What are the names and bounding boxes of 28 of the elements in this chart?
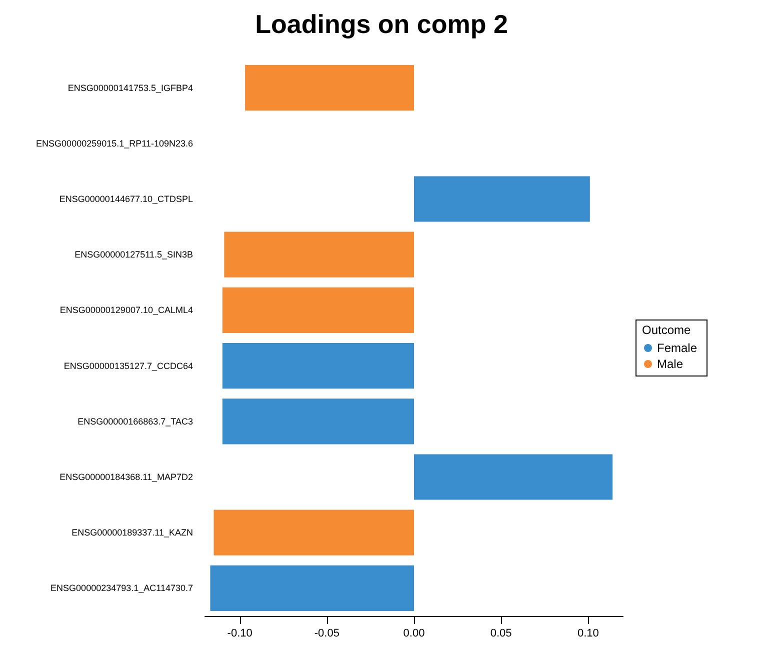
x-tick-label: -0.10 bbox=[227, 628, 252, 640]
bar bbox=[214, 510, 414, 556]
y-tick-label: ENSG00000141753.5_IGFBP4 bbox=[68, 82, 193, 93]
bar bbox=[414, 454, 613, 500]
y-tick-label: ENSG00000259015.1_RP11-109N23.6 bbox=[36, 138, 193, 148]
y-tick-label: ENSG00000144677.10_CTDSPL bbox=[59, 194, 193, 204]
y-tick-label: ENSG00000129007.10_CALML4 bbox=[60, 305, 193, 316]
legend-label: Female bbox=[657, 341, 698, 355]
legend-title: Outcome bbox=[642, 323, 692, 337]
y-tick-label: ENSG00000184368.11_MAP7D2 bbox=[60, 472, 193, 482]
legend-label: Male bbox=[657, 357, 684, 371]
x-tick-label: -0.05 bbox=[314, 628, 340, 640]
y-tick-label: ENSG00000234793.1_AC114730.7 bbox=[50, 583, 193, 594]
y-tick-label: ENSG00000135127.7_CCDC64 bbox=[64, 360, 193, 371]
bar bbox=[414, 176, 590, 222]
y-tick-label: ENSG00000127511.5_SIN3B bbox=[74, 250, 193, 260]
bar bbox=[245, 65, 414, 111]
bar bbox=[210, 565, 414, 611]
bar bbox=[222, 398, 414, 444]
y-tick-label: ENSG00000189337.11_KAZN bbox=[72, 528, 193, 538]
x-tick-label: 0.05 bbox=[490, 628, 512, 640]
x-tick-label: 0.10 bbox=[577, 628, 599, 640]
bar bbox=[224, 232, 414, 278]
bar bbox=[222, 287, 414, 333]
bar bbox=[222, 343, 414, 389]
y-tick-label: ENSG00000166863.7_TAC3 bbox=[78, 416, 193, 426]
chart-title: Loadings on comp 2 bbox=[255, 9, 508, 39]
x-tick-label: 0.00 bbox=[403, 628, 425, 640]
